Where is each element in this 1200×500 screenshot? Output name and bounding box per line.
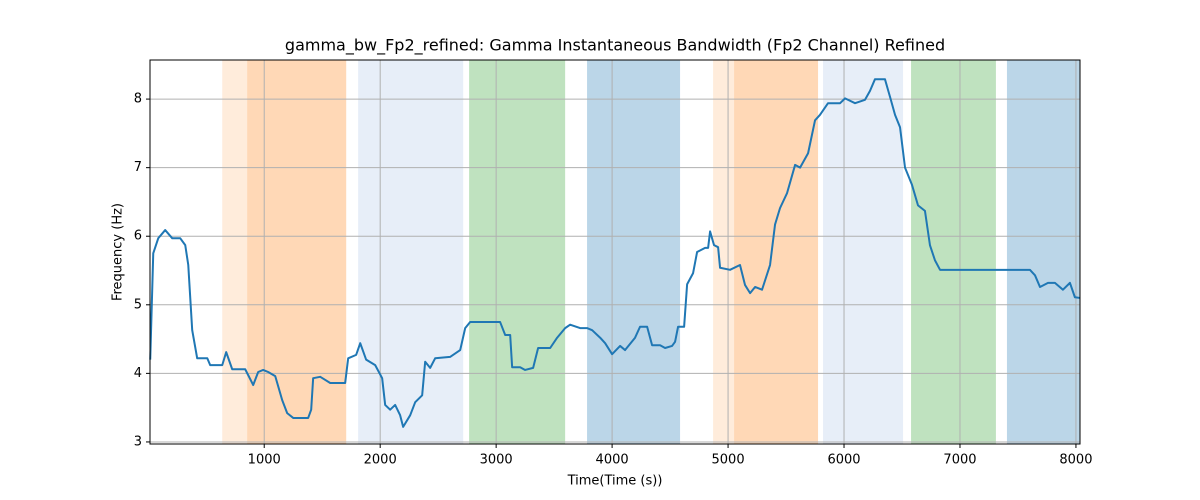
- chart-title: gamma_bw_Fp2_refined: Gamma Instantaneou…: [285, 36, 945, 56]
- data-line: [149, 78, 1081, 428]
- y-tick-label: 4: [134, 366, 142, 381]
- x-tick-label: 1000: [248, 453, 281, 468]
- x-tick-label: 3000: [480, 453, 513, 468]
- shaded-span: [587, 60, 681, 444]
- y-tick-label: 8: [134, 92, 142, 107]
- shaded-span: [713, 60, 735, 444]
- shaded-span: [247, 60, 347, 444]
- y-tick-label: 7: [134, 160, 142, 175]
- x-tick-label: 7000: [943, 453, 976, 468]
- x-tick-label: 8000: [1059, 453, 1092, 468]
- shaded-span: [911, 60, 996, 444]
- shaded-span: [734, 60, 819, 444]
- shaded-span: [823, 60, 904, 444]
- y-tick-label: 6: [134, 229, 142, 244]
- plot-frame: [149, 59, 1081, 445]
- x-axis-label: Time(Time (s)): [567, 474, 663, 489]
- shaded-span: [358, 60, 464, 444]
- x-tick-label: 2000: [364, 453, 397, 468]
- shaded-span: [222, 60, 248, 444]
- y-tick-label: 5: [134, 297, 142, 312]
- shaded-span: [1006, 60, 1080, 444]
- x-tick-label: 6000: [827, 453, 860, 468]
- y-tick-label: 3: [134, 434, 142, 449]
- x-tick-label: 4000: [596, 453, 629, 468]
- shaded-span: [469, 60, 566, 444]
- x-tick-label: 5000: [712, 453, 745, 468]
- y-axis-label: Frequency (Hz): [111, 203, 126, 301]
